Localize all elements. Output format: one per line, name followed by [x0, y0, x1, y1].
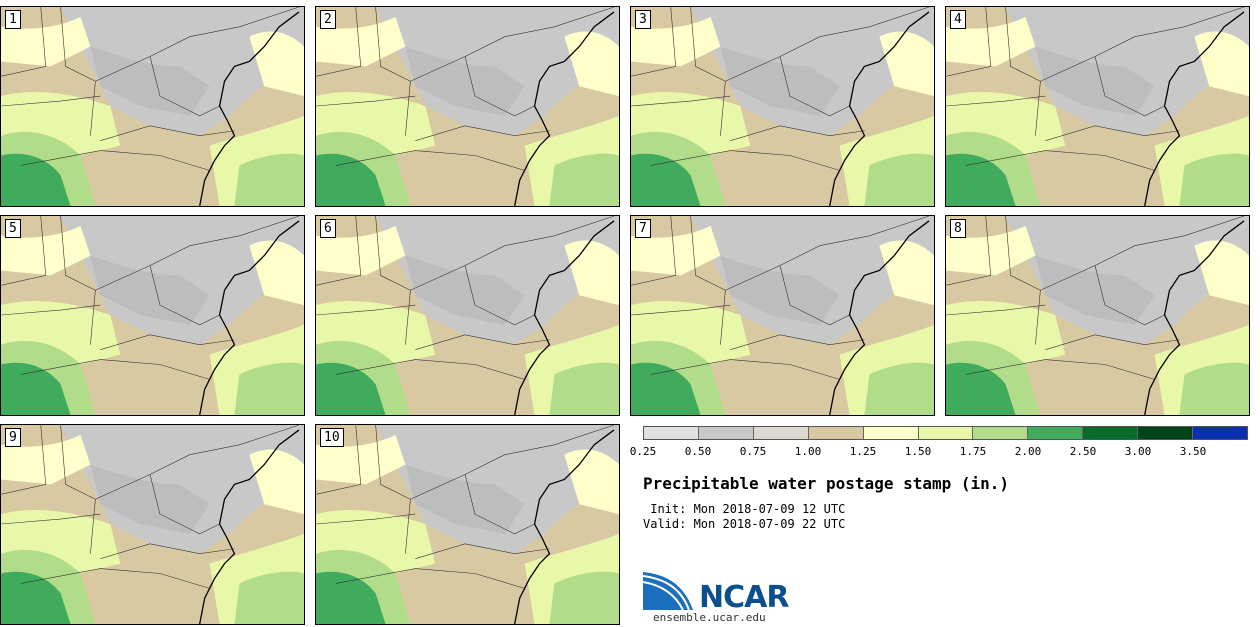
- ncar-logo-icon: [643, 572, 693, 611]
- member-panel: 7: [630, 215, 935, 416]
- member-number: 5: [5, 219, 21, 238]
- member-number: 10: [320, 428, 344, 447]
- member-number: 9: [5, 428, 21, 447]
- colorbar-swatch: [644, 427, 699, 439]
- colorbar-tick-label: 0.50: [684, 445, 712, 458]
- member-number: 7: [635, 219, 651, 238]
- colorbar-swatch: [973, 427, 1029, 439]
- member-panel: 8: [945, 215, 1250, 416]
- colorbar-swatch: [1138, 427, 1194, 439]
- colorbar-tick-label: 2.00: [1014, 445, 1042, 458]
- colorbar-swatch: [753, 427, 809, 439]
- member-panel: 4: [945, 6, 1250, 207]
- colorbar-tick-label: 1.25: [849, 445, 877, 458]
- colorbar-swatch: [1193, 427, 1247, 439]
- member-panel: 10: [315, 424, 620, 625]
- member-panel: 6: [315, 215, 620, 416]
- colorbar-tick-label: 3.00: [1124, 445, 1152, 458]
- colorbar-swatch: [863, 427, 919, 439]
- colorbar-tick-label: 2.50: [1069, 445, 1097, 458]
- colorbar-tick-label: 1.75: [959, 445, 987, 458]
- colorbar-swatch: [698, 427, 754, 439]
- member-number: 6: [320, 219, 336, 238]
- site-url: ensemble.ucar.edu: [653, 611, 766, 624]
- member-panel: 9: [0, 424, 305, 625]
- figure-title: Precipitable water postage stamp (in.): [643, 474, 1010, 493]
- colorbar-ticks: 0.25 0.50 0.75 1.00 1.25 1.50 1.75 2.00 2.50 3.00…: [629, 445, 1249, 461]
- member-number: 8: [950, 219, 966, 238]
- colorbar-tick-label: 1.50: [904, 445, 932, 458]
- valid-time: Valid: Mon 2018-07-09 22 UTC: [643, 517, 846, 531]
- colorbar-swatch: [808, 427, 864, 439]
- member-panel: 2: [315, 6, 620, 207]
- colorbar-tick-label: 3.50: [1179, 445, 1207, 458]
- member-number: 3: [635, 10, 651, 29]
- member-number: 1: [5, 10, 21, 29]
- ncar-logo-text: NCAR: [699, 580, 789, 615]
- colorbar-tick-label: 0.75: [739, 445, 767, 458]
- member-number: 4: [950, 10, 966, 29]
- colorbar-swatch: [1028, 427, 1084, 439]
- colorbar-tick-label: 0.25: [629, 445, 657, 458]
- member-number: 2: [320, 10, 336, 29]
- member-panel: 3: [630, 6, 935, 207]
- init-time: Init: Mon 2018-07-09 12 UTC: [643, 502, 846, 516]
- colorbar-tick-label: 1.00: [794, 445, 822, 458]
- member-panel: 5: [0, 215, 305, 416]
- member-panel: 1: [0, 6, 305, 207]
- colorbar: [643, 426, 1248, 440]
- colorbar-swatch: [1083, 427, 1139, 439]
- colorbar-swatch: [918, 427, 974, 439]
